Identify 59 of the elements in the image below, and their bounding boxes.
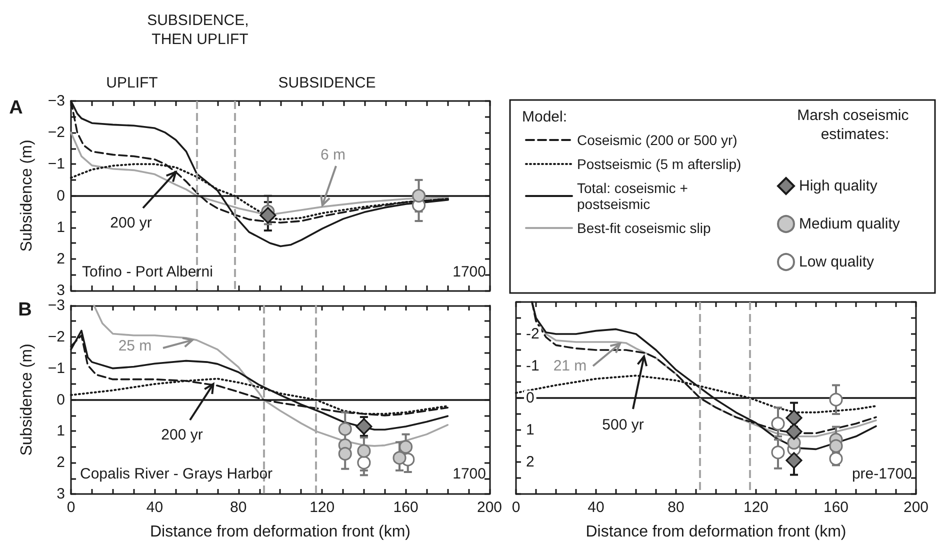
y-tick-label: 3 bbox=[56, 282, 65, 299]
annotation: 21 m bbox=[553, 358, 587, 374]
y-tick-label: −2 bbox=[48, 328, 65, 346]
y-tick-label: −3 bbox=[48, 92, 65, 110]
x-tick-label: 200 bbox=[903, 499, 929, 516]
x-tick-label: 120 bbox=[310, 499, 335, 516]
annotation: Tofino - Port Alberni bbox=[82, 264, 213, 280]
legend-label: High quality bbox=[799, 178, 878, 194]
annotation: 6 m bbox=[320, 146, 346, 164]
x-axis-title: Distance from deformation front (km) bbox=[150, 524, 411, 540]
y-tick-label: 1 bbox=[56, 422, 65, 440]
x-tick-label: 40 bbox=[588, 499, 604, 516]
y-axis-title: Subsidence (m) bbox=[18, 140, 36, 252]
y-tick-label: 0 bbox=[56, 391, 65, 408]
x-tick-label: 0 bbox=[512, 499, 520, 516]
annotation: pre-1700 bbox=[852, 466, 912, 482]
y-tick-label: 1 bbox=[526, 422, 534, 438]
legend-title: Model: bbox=[522, 108, 568, 126]
y-tick-label: 2 bbox=[56, 250, 65, 268]
x-tick-label: 80 bbox=[668, 499, 684, 516]
y-tick-label: −1 bbox=[48, 156, 65, 173]
text: SUBSIDENCE, THEN UPLIFT bbox=[147, 12, 253, 48]
y-tick-label: −3 bbox=[48, 297, 65, 314]
y-tick-label: −1 bbox=[48, 360, 65, 377]
y-tick-label: 0 bbox=[526, 390, 534, 406]
y-tick-label: 2 bbox=[526, 454, 534, 470]
legend-label: Coseismic (200 or 500 yr) bbox=[577, 132, 738, 148]
annotation: 1700 bbox=[452, 264, 486, 280]
annotation: 500 yr bbox=[602, 416, 644, 434]
x-tick-label: 160 bbox=[823, 499, 849, 516]
y-tick-label: 3 bbox=[56, 486, 65, 502]
text: A bbox=[9, 98, 24, 118]
text: B bbox=[18, 300, 32, 320]
y-axis-title: Subsidence (m) bbox=[18, 344, 36, 456]
legend-label: Postseismic (5 m afterslip) bbox=[577, 156, 742, 172]
legend-label: Total: coseismic + postseismic bbox=[577, 180, 692, 212]
y-tick-label: 1 bbox=[56, 218, 65, 236]
legend-label: Best-fit coseismic slip bbox=[577, 220, 712, 236]
x-tick-label: 120 bbox=[743, 499, 769, 516]
text: SUBSIDENCE bbox=[278, 74, 376, 92]
x-tick-label: 80 bbox=[230, 499, 247, 516]
legend-label: Low quality bbox=[799, 254, 875, 270]
y-tick-label: 2 bbox=[56, 454, 65, 472]
y-tick-label: -1 bbox=[526, 358, 540, 374]
x-tick-label: 200 bbox=[476, 499, 502, 516]
x-tick-label: 40 bbox=[146, 499, 164, 516]
annotation: 200 yr bbox=[161, 426, 203, 444]
text: UPLIFT bbox=[106, 74, 158, 92]
annotation: 200 yr bbox=[110, 214, 152, 232]
y-tick-label: -2 bbox=[526, 326, 540, 342]
annotation: Copalis River - Grays Harbor bbox=[80, 466, 273, 482]
y-tick-label: −2 bbox=[48, 124, 65, 142]
text: Marsh coseismic estimates: bbox=[797, 107, 913, 143]
y-tick-label: 0 bbox=[56, 187, 65, 204]
annotation: 1700 bbox=[452, 466, 486, 482]
x-axis-title: Distance from deformation front (km) bbox=[586, 524, 846, 540]
x-tick-label: 160 bbox=[393, 499, 418, 516]
legend-label: Medium quality bbox=[799, 216, 900, 232]
annotation: 25 m bbox=[118, 338, 152, 354]
